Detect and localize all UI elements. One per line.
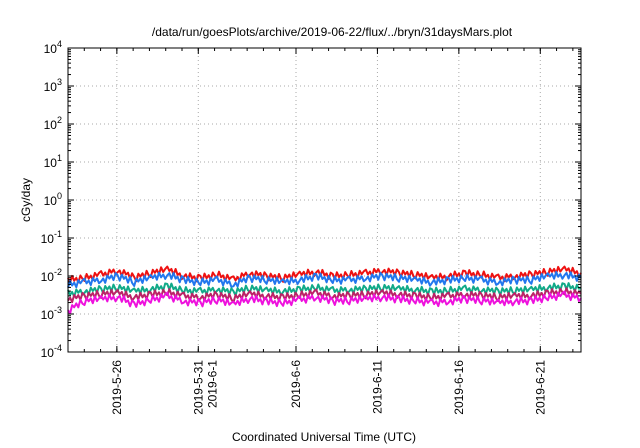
y-tick-label: 10-3 [41, 305, 62, 322]
chart-title: /data/run/goesPlots/archive/2019-06-22/f… [152, 25, 513, 39]
series-line [67, 265, 582, 284]
x-tick-label: 2019-5-31 [191, 360, 205, 415]
series-line [67, 287, 582, 304]
x-axis-ticks: 2019-5-26 2019-5-31 2019-6-1 2019-6-6 2019-6… [83, 48, 574, 415]
x-tick-label: 2019-6-21 [533, 360, 547, 415]
x-tick-label: 2019-6-1 [205, 360, 219, 408]
x-axis-label: Coordinated Universal Time (UTC) [232, 430, 416, 444]
y-axis-ticks: 10-4 10-3 10-2 10-1 100 101 102 103 104 [41, 39, 581, 360]
x-tick-label: 2019-6-6 [289, 360, 303, 408]
y-tick-label: 10-2 [41, 267, 62, 284]
y-tick-label: 101 [44, 153, 62, 170]
y-tick-label: 104 [44, 39, 62, 56]
x-tick-label: 2019-5-26 [110, 360, 124, 415]
series-line [67, 290, 582, 315]
x-tick-label: 2019-6-11 [370, 360, 384, 414]
data-series [67, 265, 582, 315]
x-tick-label: 2019-6-16 [452, 360, 466, 415]
y-tick-label: 100 [44, 191, 62, 208]
y-tick-label: 10-1 [41, 229, 62, 246]
y-tick-label: 102 [44, 115, 62, 132]
y-axis-label: cGy/day [19, 178, 33, 222]
series-line [67, 270, 582, 289]
y-tick-label: 10-4 [41, 343, 62, 360]
y-tick-label: 103 [44, 77, 62, 94]
